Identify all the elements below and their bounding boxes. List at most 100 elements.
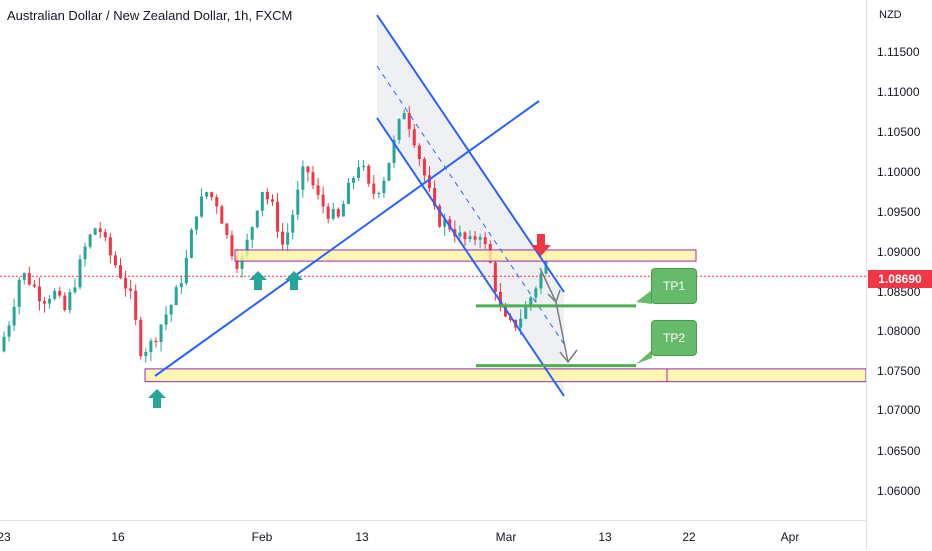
candle-body — [306, 166, 310, 173]
candle-body — [529, 297, 533, 307]
candle-body — [458, 232, 462, 237]
candle-body — [281, 231, 285, 245]
candle-body — [331, 209, 335, 219]
y-tick: 1.09500 — [877, 205, 921, 219]
candle-body — [230, 235, 234, 257]
candle-body — [12, 306, 16, 326]
candle-body — [144, 352, 148, 357]
candle-body — [367, 165, 371, 184]
candle-body — [63, 295, 67, 311]
candle-body — [270, 199, 274, 202]
ascending-trendline — [154, 100, 540, 377]
candle-body — [88, 234, 92, 247]
candle-body — [493, 262, 497, 292]
x-tick: 13 — [598, 530, 612, 544]
buy-arrow-icon — [148, 389, 166, 408]
candle-body — [498, 291, 502, 308]
support-zone-extension — [666, 368, 866, 383]
x-tick: Apr — [780, 530, 800, 544]
candle-body — [27, 273, 31, 285]
candle-body — [215, 197, 219, 207]
x-tick: 22 — [682, 530, 696, 544]
x-tick: Mar — [495, 530, 517, 544]
candle-body — [397, 119, 401, 140]
candle-body — [468, 236, 472, 240]
candle-body — [402, 113, 406, 120]
candle-body — [240, 256, 244, 269]
candle-body — [103, 232, 107, 238]
candle-body — [352, 177, 356, 183]
candle-body — [7, 325, 11, 337]
candle-body — [194, 216, 198, 230]
candle-body — [78, 259, 82, 288]
candle-body — [407, 113, 411, 130]
candle-body — [245, 239, 249, 257]
candle-body — [53, 290, 57, 299]
y-tick: 1.06500 — [877, 444, 921, 458]
candle-body — [200, 196, 204, 217]
time-axis[interactable]: 23 16 Feb 13 Mar 13 22 Apr — [0, 520, 866, 551]
candle-body — [377, 192, 381, 194]
candle-body — [83, 246, 87, 260]
candle-body — [519, 318, 523, 328]
candle-body — [321, 194, 325, 207]
candle-body — [179, 283, 183, 288]
y-tick: 1.08500 — [877, 285, 921, 299]
candle-body — [544, 261, 548, 274]
candle-body — [276, 201, 280, 232]
candle-body — [372, 183, 376, 194]
x-tick: Feb — [251, 530, 273, 544]
channel-lower-line — [376, 117, 565, 397]
candle-body — [301, 166, 305, 190]
last-price-badge: 1.08690 — [868, 270, 932, 288]
candle-body — [43, 301, 47, 304]
candle-body — [205, 192, 209, 197]
candle-body — [210, 192, 214, 198]
candle-body — [534, 288, 538, 298]
candle-body — [164, 314, 168, 325]
candle-body — [357, 167, 361, 178]
y-tick: 1.08000 — [877, 324, 921, 338]
buy-arrow-icon — [249, 271, 267, 290]
candle-body — [296, 189, 300, 215]
candle-body — [129, 288, 133, 291]
candle-body — [478, 237, 482, 240]
x-tick: 13 — [355, 530, 369, 544]
channel-fill — [377, 15, 564, 396]
price-axis[interactable]: NZD 1.11500 1.11000 1.10500 1.10000 1.09… — [866, 0, 932, 550]
candle-body — [422, 159, 426, 176]
candle-body — [174, 287, 178, 306]
candle-body — [2, 336, 6, 352]
candle-body — [139, 319, 143, 357]
candle-body — [154, 340, 158, 342]
candle-body — [235, 256, 239, 269]
candle-body — [417, 145, 421, 160]
candle-body — [473, 236, 477, 240]
chart-canvas[interactable] — [0, 0, 866, 520]
candle-body — [362, 165, 366, 168]
tp2-label[interactable]: TP2 — [651, 320, 697, 356]
candle-body — [32, 284, 36, 287]
candle-body — [382, 180, 386, 193]
candle-body — [184, 257, 188, 284]
y-tick: 1.11000 — [877, 85, 920, 99]
support-zone — [144, 368, 668, 383]
y-tick: 1.09000 — [877, 245, 921, 259]
candle-body — [463, 232, 467, 240]
candle-body — [98, 228, 102, 233]
candle-body — [392, 139, 396, 163]
candle-body — [225, 223, 229, 236]
y-tick: 1.07000 — [877, 403, 921, 417]
candle-body — [220, 206, 224, 224]
candle-body — [291, 214, 295, 233]
candle-body — [265, 191, 269, 200]
y-tick: 1.06000 — [877, 484, 921, 498]
candle-body — [326, 206, 330, 219]
candle-body — [438, 205, 442, 227]
sell-arrow-icon — [531, 234, 551, 256]
tp1-label[interactable]: TP1 — [651, 268, 697, 304]
candle-body — [336, 209, 340, 217]
y-tick: 1.10000 — [877, 165, 921, 179]
candle-body — [17, 279, 21, 307]
